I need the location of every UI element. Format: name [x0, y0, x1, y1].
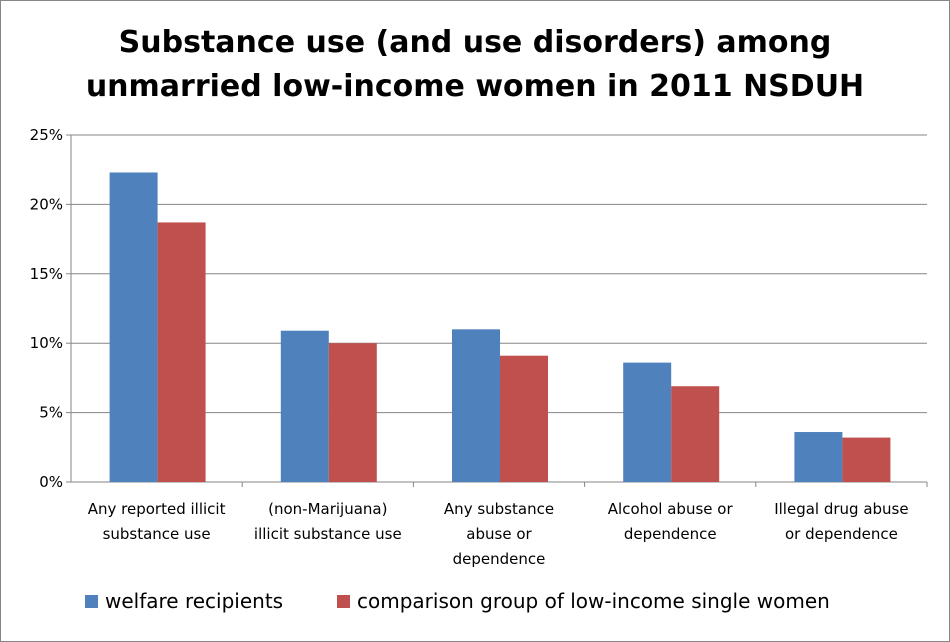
y-tick-label: 10% [30, 334, 63, 352]
bar-welfare [452, 329, 500, 482]
category-label: Alcohol abuse or [608, 500, 734, 518]
bar-comparison [671, 386, 720, 482]
bar-welfare [280, 330, 329, 482]
legend-label: welfare recipients [105, 589, 283, 613]
category-label: or dependence [785, 525, 898, 543]
category-label: abuse or [466, 525, 532, 543]
category-label: dependence [624, 525, 717, 543]
category-label: Any reported illicit [88, 500, 226, 518]
bar-welfare [109, 172, 158, 482]
bar-comparison [500, 355, 548, 482]
legend-swatch [85, 595, 98, 608]
category-label: Any substance [444, 500, 554, 518]
category-label: illicit substance use [254, 525, 402, 543]
chart-title-line-1: Substance use (and use disorders) among [118, 25, 832, 60]
y-tick-label: 15% [30, 265, 63, 283]
bar-comparison [157, 222, 206, 482]
bar-comparison [842, 437, 891, 482]
legend-swatch [337, 595, 350, 608]
y-tick-label: 25% [30, 126, 63, 144]
category-label: (non-Marijuana) [268, 500, 387, 518]
bar-comparison [328, 343, 377, 482]
bar-welfare [794, 432, 843, 482]
category-label: substance use [103, 525, 211, 543]
y-tick-label: 20% [30, 195, 63, 213]
category-label: Illegal drug abuse [774, 500, 908, 518]
y-tick-label: 5% [39, 404, 63, 422]
chart-title-line-2: unmarried low-income women in 2011 NSDUH [85, 69, 865, 104]
legend-label: comparison group of low-income single wo… [357, 589, 830, 613]
chart-title: Substance use (and use disorders) among … [1, 21, 949, 109]
y-tick-label: 0% [39, 473, 63, 491]
category-label: dependence [453, 550, 546, 568]
bar-welfare [623, 362, 672, 482]
